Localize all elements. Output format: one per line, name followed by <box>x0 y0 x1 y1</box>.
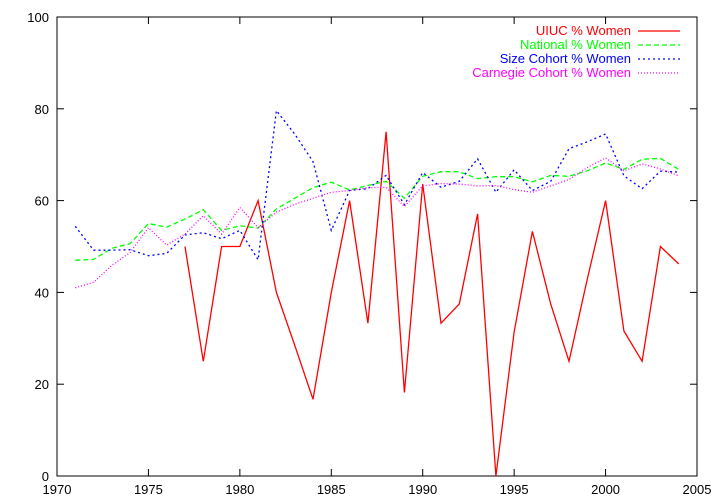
legend-label-4: Carnegie Cohort % Women <box>472 65 631 80</box>
x-tick-label: 1985 <box>317 482 346 497</box>
x-tick-label: 1995 <box>500 482 529 497</box>
x-tick-label: 1980 <box>225 482 254 497</box>
y-tick-label: 60 <box>35 194 49 209</box>
y-tick-label: 20 <box>35 377 49 392</box>
x-tick-label: 2005 <box>683 482 712 497</box>
legend-label-1: UIUC % Women <box>536 23 631 38</box>
y-tick-label: 40 <box>35 285 49 300</box>
y-tick-label: 100 <box>27 10 49 25</box>
y-tick-label: 0 <box>42 469 49 484</box>
x-tick-label: 2000 <box>591 482 620 497</box>
legend-label-3: Size Cohort % Women <box>500 51 631 66</box>
y-tick-label: 80 <box>35 102 49 117</box>
series-line-3 <box>74 108 679 262</box>
x-tick-label: 1990 <box>408 482 437 497</box>
plot-frame <box>56 16 698 477</box>
series-line-1 <box>184 131 680 477</box>
x-tick-label: 1970 <box>43 482 72 497</box>
series-line-2 <box>75 157 680 261</box>
x-tick-label: 1975 <box>134 482 163 497</box>
legend-label-2: National % Women <box>520 37 631 52</box>
